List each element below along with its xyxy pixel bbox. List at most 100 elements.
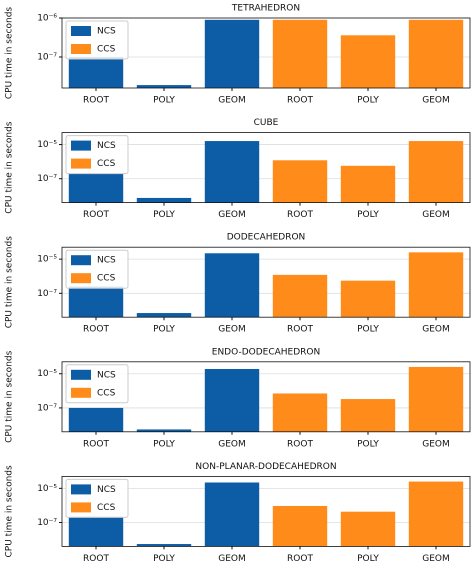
legend-swatch [71, 44, 91, 54]
bar [136, 313, 192, 318]
x-tick-label: POLY [153, 439, 175, 449]
x-tick-label: GEOM [218, 210, 246, 220]
legend-label: CCS [97, 388, 116, 398]
axes-frame [61, 361, 471, 433]
bar [408, 19, 464, 89]
y-tick-label: 10⁻⁷ [37, 174, 57, 184]
x-tick-label: POLY [153, 96, 175, 106]
bar [340, 165, 396, 203]
axes-frame [61, 475, 471, 547]
y-axis-label: CPU time in seconds [5, 7, 15, 100]
x-tick-label: ROOT [83, 96, 109, 106]
bar [340, 280, 396, 318]
legend-swatch [71, 273, 91, 284]
bar [272, 274, 328, 318]
y-tick-label: 10⁻⁵ [37, 484, 57, 494]
x-tick-label: GEOM [218, 439, 246, 449]
y-tick-label: 10⁻⁵ [37, 140, 57, 150]
x-tick-label: POLY [153, 554, 175, 564]
bar [68, 516, 124, 547]
x-tick-label: POLY [153, 325, 175, 335]
bar [136, 544, 192, 547]
y-tick-label: 10⁻⁷ [37, 518, 57, 528]
y-axis-label: CPU time in seconds [5, 350, 15, 443]
x-tick-label: GEOM [218, 325, 246, 335]
bar [204, 253, 260, 318]
y-tick-label: 10⁻⁷ [37, 52, 57, 62]
x-tick-label: ROOT [287, 210, 313, 220]
bar [204, 368, 260, 432]
bar [408, 252, 464, 318]
y-tick-label: 10⁻⁷ [37, 289, 57, 299]
x-tick-label: GEOM [218, 554, 246, 564]
bar [204, 482, 260, 547]
panel-title: TETRAHEDRON [231, 4, 300, 14]
bar [68, 407, 124, 432]
bar [272, 505, 328, 547]
legend-label: NCS [97, 141, 116, 151]
bar [272, 393, 328, 432]
bar [136, 429, 192, 432]
x-tick-label: GEOM [422, 96, 450, 106]
x-tick-label: ROOT [83, 439, 109, 449]
y-tick-label: 10⁻⁵ [37, 255, 57, 265]
bar [68, 286, 124, 318]
x-tick-label: POLY [357, 96, 379, 106]
panel-title: CUBE [254, 118, 279, 128]
x-tick-label: ROOT [83, 554, 109, 564]
bar [340, 399, 396, 432]
panel-title: NON-PLANAR-DODECAHEDRON [195, 462, 336, 472]
bar [340, 511, 396, 547]
x-tick-label: ROOT [287, 96, 313, 106]
y-axis-label: CPU time in seconds [5, 121, 15, 214]
y-tick-label: 10⁻⁶ [37, 14, 57, 24]
legend-swatch [71, 158, 91, 169]
bar [136, 197, 192, 203]
legend-swatch [71, 484, 91, 495]
x-tick-label: ROOT [287, 439, 313, 449]
bar [408, 141, 464, 203]
y-tick-label: 10⁻⁷ [37, 403, 57, 413]
x-tick-label: ROOT [287, 325, 313, 335]
x-tick-label: ROOT [287, 554, 313, 564]
legend-label: NCS [97, 27, 116, 37]
legend-label: NCS [97, 370, 116, 380]
bar [408, 481, 464, 547]
legend-label: CCS [97, 274, 116, 284]
panel-title: DODECAHEDRON [227, 233, 306, 243]
legend-label: CCS [97, 45, 116, 55]
x-tick-label: POLY [153, 210, 175, 220]
axes-frame [61, 132, 471, 204]
legend-swatch [71, 26, 91, 36]
x-tick-label: GEOM [218, 96, 246, 106]
legend-swatch [71, 387, 91, 398]
bar [204, 141, 260, 203]
legend-swatch [71, 502, 91, 513]
x-tick-label: POLY [357, 325, 379, 335]
x-tick-label: POLY [357, 210, 379, 220]
legend-label: NCS [97, 485, 116, 495]
legend-label: NCS [97, 256, 116, 266]
x-tick-label: GEOM [422, 210, 450, 220]
axes-frame [61, 246, 471, 318]
legend-swatch [71, 369, 91, 380]
bar [340, 35, 396, 88]
legend-label: CCS [97, 503, 116, 513]
x-tick-label: POLY [357, 439, 379, 449]
axes-frame [61, 17, 471, 89]
x-tick-label: ROOT [83, 210, 109, 220]
legend-swatch [71, 255, 91, 266]
bar [408, 366, 464, 432]
x-tick-label: GEOM [422, 325, 450, 335]
bar [272, 160, 328, 203]
bar [272, 19, 328, 89]
bar [136, 85, 192, 88]
x-tick-label: GEOM [422, 439, 450, 449]
bar [68, 56, 124, 88]
legend-swatch [71, 140, 91, 151]
bar [204, 19, 260, 89]
y-tick-label: 10⁻⁵ [37, 369, 57, 379]
y-axis-label: CPU time in seconds [5, 465, 15, 558]
x-tick-label: GEOM [422, 554, 450, 564]
